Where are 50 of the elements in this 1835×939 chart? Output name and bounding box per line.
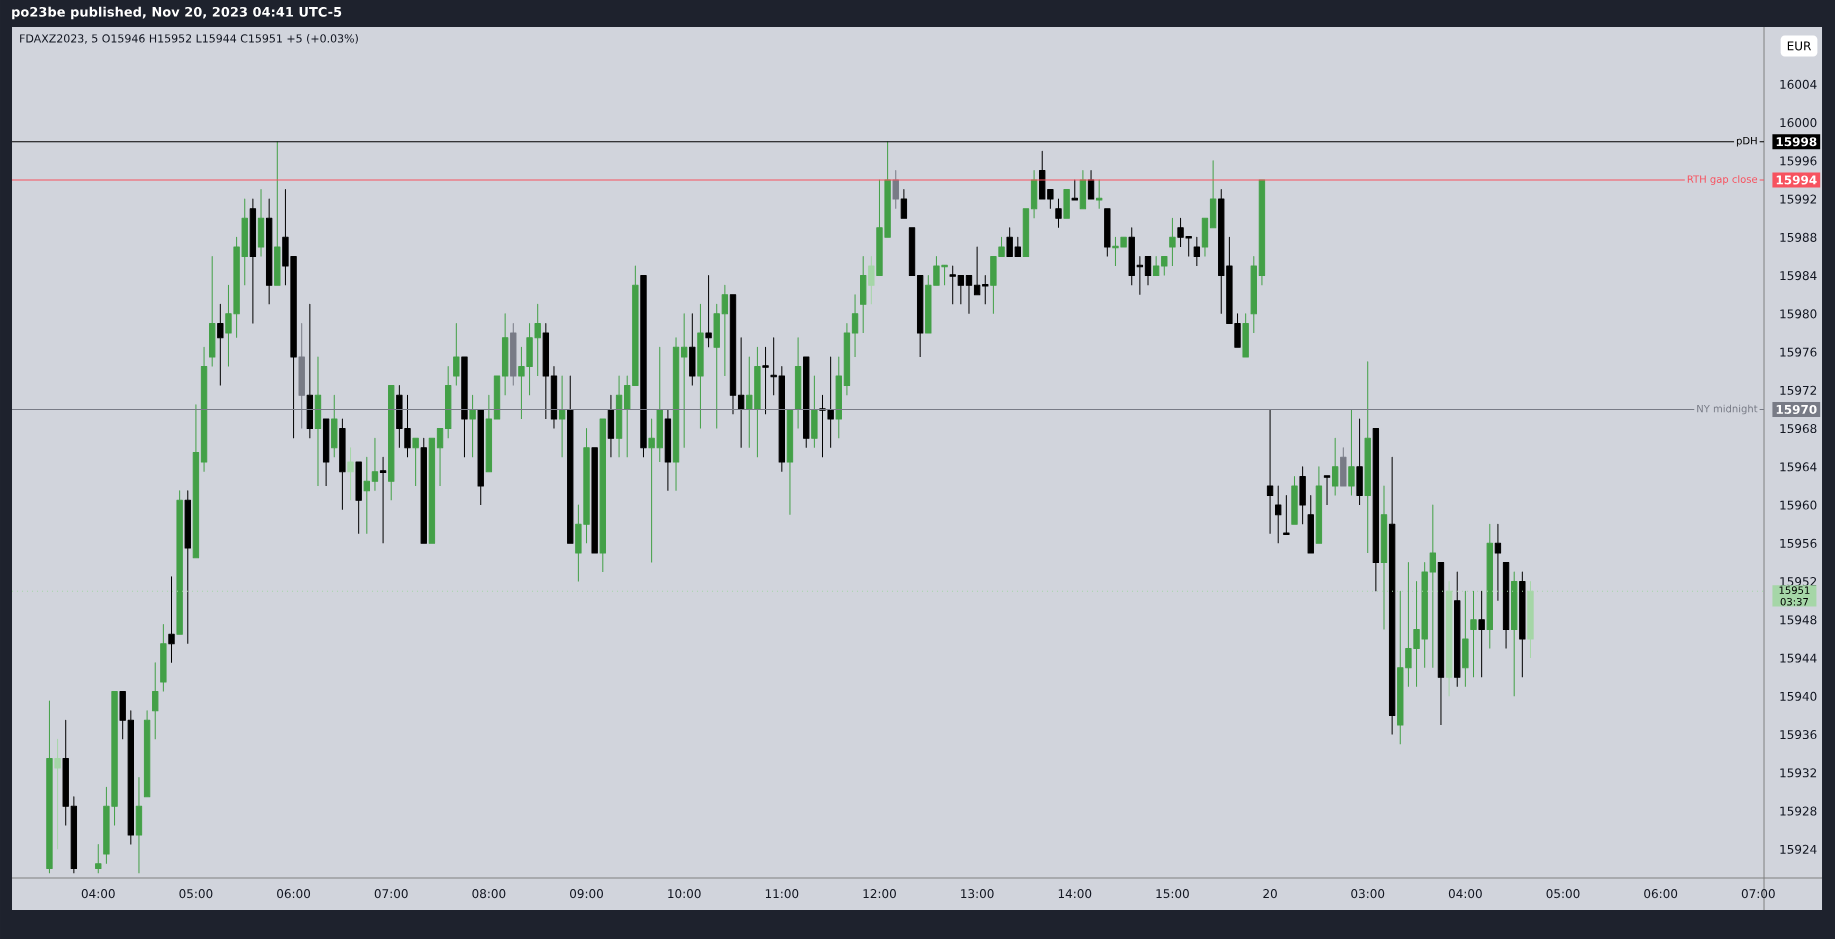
x-tick-label: 04:00 xyxy=(1448,889,1482,899)
x-tick-label: 06:00 xyxy=(277,889,311,899)
ref-line-label: RTH gap close xyxy=(1687,175,1758,185)
y-tick-label: 15972 xyxy=(1780,385,1817,395)
text: 15994 xyxy=(1776,175,1817,185)
x-tick-label: 08:00 xyxy=(472,889,506,899)
y-tick-label: 15996 xyxy=(1780,156,1817,166)
y-tick-label: 15976 xyxy=(1780,347,1817,357)
y-tick-label: 15928 xyxy=(1780,806,1817,816)
x-tick-label: 11:00 xyxy=(765,889,799,899)
y-tick-label: 15948 xyxy=(1780,615,1817,625)
y-tick-label: 15932 xyxy=(1780,768,1817,778)
x-tick-label: 13:00 xyxy=(961,889,994,899)
y-tick-label: 15984 xyxy=(1780,271,1817,281)
y-tick-label: 16000 xyxy=(1780,118,1817,128)
y-tick-label: 15940 xyxy=(1780,691,1817,701)
x-tick-label: 07:00 xyxy=(1741,889,1775,899)
ref-line-label: pDH xyxy=(1736,137,1757,147)
x-tick-label: 04:00 xyxy=(81,889,115,899)
y-tick-label: 15988 xyxy=(1780,232,1817,242)
y-tick-label: 15944 xyxy=(1780,653,1817,663)
x-tick-label: 07:00 xyxy=(374,889,408,899)
y-tick-label: 15964 xyxy=(1780,462,1817,472)
y-tick-label: 15980 xyxy=(1780,309,1817,319)
text: EUR xyxy=(1787,41,1812,51)
x-tick-label: 09:00 xyxy=(570,889,604,899)
x-tick-label: 14:00 xyxy=(1058,889,1092,899)
y-tick-label: 15968 xyxy=(1780,424,1817,434)
text: 03:37 xyxy=(1780,597,1808,606)
x-tick-label: 15:00 xyxy=(1156,889,1189,899)
x-tick-label: 03:00 xyxy=(1351,889,1385,899)
text: FDAXZ2023, 5 O15946 H15952 L15944 C15951 +5 (+0.03%) xyxy=(20,34,358,44)
x-tick-label: 20 xyxy=(1263,889,1277,899)
y-tick-label: 15960 xyxy=(1780,500,1817,510)
x-tick-label: 10:00 xyxy=(668,889,701,899)
y-tick-label: 15924 xyxy=(1780,844,1817,854)
x-tick-label: 05:00 xyxy=(1546,889,1580,899)
text: 15970 xyxy=(1776,404,1817,414)
ref-line-label: NY midnight xyxy=(1697,404,1758,415)
text: po23be published, Nov 20, 2023 04:41 UTC-5 xyxy=(12,6,342,20)
y-tick-label: 15956 xyxy=(1780,538,1817,548)
x-tick-label: 06:00 xyxy=(1644,889,1678,899)
text: 15951 xyxy=(1779,586,1810,594)
y-tick-label: 15936 xyxy=(1780,730,1817,740)
y-tick-label: 16004 xyxy=(1780,79,1817,89)
x-tick-label: 12:00 xyxy=(863,889,896,899)
y-tick-label: 15952 xyxy=(1780,577,1817,587)
y-tick-label: 15992 xyxy=(1780,194,1817,204)
x-tick-label: 05:00 xyxy=(179,889,213,899)
text: 15998 xyxy=(1776,137,1817,147)
